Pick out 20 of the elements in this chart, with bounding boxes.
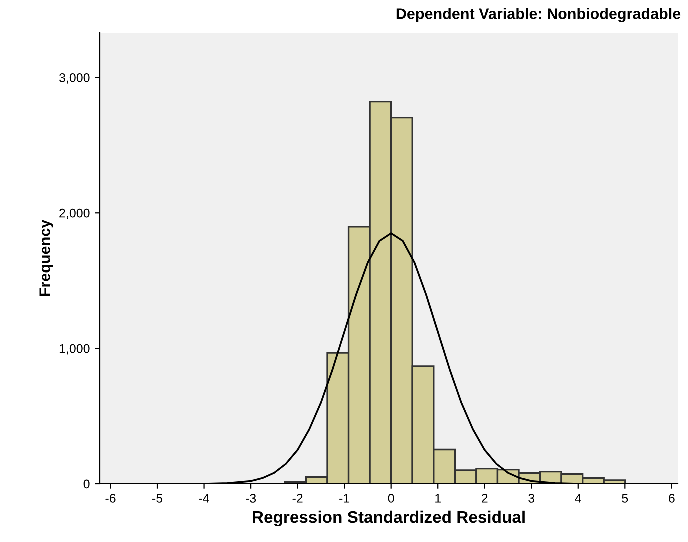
x-tick-label: 2 [482, 494, 488, 503]
y-tick-label: 1,000 [60, 344, 90, 355]
chart-title: Dependent Variable: Nonbiodegradable [396, 8, 681, 22]
x-tick-label: 3 [528, 494, 535, 503]
x-tick-label: -6 [106, 494, 116, 503]
x-tick-label: -3 [246, 494, 256, 503]
y-axis-title: Frequency [40, 220, 54, 296]
y-tick-label: 0 [84, 480, 90, 489]
x-axis-title: Regression Standardized Residual [253, 510, 525, 527]
x-tick-label: -1 [340, 494, 350, 503]
y-tick-label: 3,000 [59, 73, 90, 84]
x-tick-label: -4 [199, 494, 210, 503]
x-tick-label: 5 [622, 494, 628, 503]
x-tick-label: -5 [152, 494, 163, 503]
x-tick-label: 4 [575, 494, 582, 503]
x-tick-label: 6 [669, 494, 675, 503]
x-tick-label: -2 [292, 494, 303, 503]
y-tick-label: 2,000 [60, 208, 90, 220]
x-tick-label: 0 [388, 494, 394, 503]
x-tick-label: 1 [436, 494, 441, 503]
